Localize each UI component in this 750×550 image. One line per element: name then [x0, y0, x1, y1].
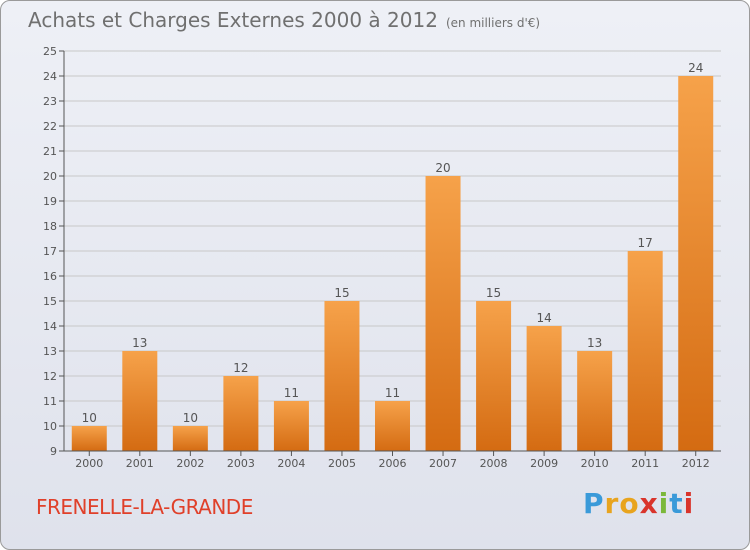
y-tick-label: 10 [43, 420, 57, 433]
x-tick-label: 2003 [227, 457, 255, 470]
x-tick-label: 2008 [480, 457, 508, 470]
data-label: 12 [233, 361, 248, 375]
y-tick-label: 9 [50, 445, 57, 458]
data-label: 10 [82, 411, 97, 425]
bar-2009 [526, 326, 562, 451]
x-tick-label: 2000 [75, 457, 103, 470]
title-text: Achats et Charges Externes 2000 à 2012 [28, 8, 438, 32]
x-tick-label: 2011 [631, 457, 659, 470]
axes: 9 10 11 12 13 14 15 16 17 18 19 20 21 22 23 24 25 2000 200… [43, 45, 721, 470]
data-label: 10 [183, 411, 198, 425]
data-label: 15 [334, 286, 349, 300]
y-tick-label: 13 [43, 345, 57, 358]
bar-2006 [375, 401, 410, 451]
x-tick-label: 2005 [328, 457, 356, 470]
data-label: 15 [486, 286, 501, 300]
data-label: 17 [638, 236, 653, 250]
logo-letter: x [639, 487, 659, 520]
y-tick-label: 24 [43, 70, 57, 83]
bar-2012 [678, 76, 714, 451]
data-label: 24 [688, 61, 703, 75]
chart-title: Achats et Charges Externes 2000 à 2012 (e… [28, 8, 540, 32]
data-label: 11 [385, 386, 400, 400]
y-tick-label: 18 [43, 220, 57, 233]
x-tick-label: 2001 [126, 457, 154, 470]
bar-2003 [223, 376, 259, 451]
y-tick-label: 21 [43, 145, 57, 158]
x-tick-label: 2002 [176, 457, 204, 470]
logo-letter: i [658, 487, 670, 520]
logo-letter: t [669, 487, 684, 520]
bar-2000 [71, 426, 107, 451]
data-label: 20 [435, 161, 450, 175]
y-tick-label: 14 [43, 320, 57, 333]
bar-2008 [476, 301, 512, 451]
data-label: 14 [536, 311, 551, 325]
data-label: 11 [284, 386, 299, 400]
y-tick-label: 25 [43, 45, 57, 58]
bar-2004 [273, 401, 309, 451]
proxiti-logo: Proxiti [583, 487, 694, 520]
bar-2007 [425, 176, 461, 451]
bar-2005 [324, 301, 360, 451]
y-tick-label: 15 [43, 295, 57, 308]
data-label: 13 [587, 336, 602, 350]
x-tick-label: 2004 [277, 457, 305, 470]
unit-label: (en milliers d'€) [445, 16, 541, 30]
logo-letter: o [619, 487, 640, 520]
bar-2001 [122, 351, 158, 451]
x-tick-label: 2006 [379, 457, 407, 470]
bar-2010 [577, 351, 613, 451]
x-tick-label: 2012 [682, 457, 710, 470]
y-tick-label: 23 [43, 95, 57, 108]
bar-2011 [627, 251, 663, 451]
bars: 10 13 10 12 11 15 11 20 15 14 13 17 24 [71, 61, 714, 451]
logo-letter: P [583, 487, 605, 520]
commune-name: FRENELLE-LA-GRANDE [36, 495, 253, 519]
data-label: 13 [132, 336, 147, 350]
x-tick-label: 2009 [530, 457, 558, 470]
bar-2002 [172, 426, 208, 451]
x-tick-label: 2007 [429, 457, 457, 470]
y-tick-label: 20 [43, 170, 57, 183]
x-tick-label: 2010 [581, 457, 609, 470]
y-tick-label: 16 [43, 270, 57, 283]
y-tick-label: 17 [43, 245, 57, 258]
logo-letter: i [683, 487, 695, 520]
y-tick-label: 11 [43, 395, 57, 408]
y-tick-label: 12 [43, 370, 57, 383]
y-tick-label: 19 [43, 195, 57, 208]
y-tick-label: 22 [43, 120, 57, 133]
logo-letter: r [604, 487, 620, 520]
